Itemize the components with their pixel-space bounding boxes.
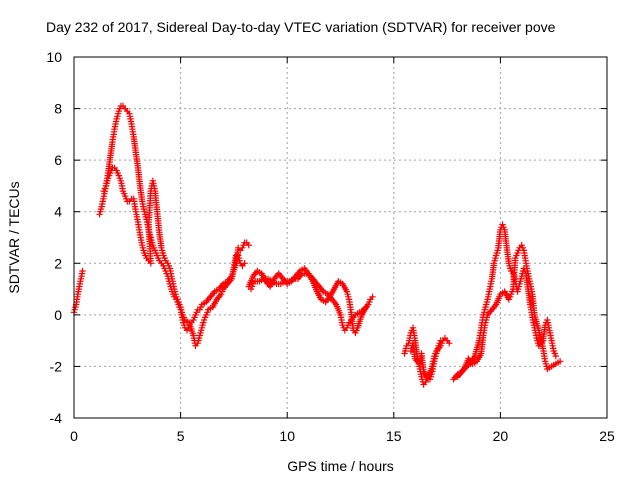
y-axis-label: SDTVAR / TECUs (6, 181, 22, 293)
series-segment-g (407, 334, 453, 383)
series-markers (407, 334, 453, 383)
x-tick-label: 20 (493, 428, 509, 444)
y-tick-label: 2 (54, 255, 62, 271)
x-axis-label: GPS time / hours (287, 458, 394, 474)
y-tick-label: -2 (50, 358, 63, 374)
series-segment-a (70, 267, 86, 316)
series-segment-e (245, 265, 370, 337)
x-tick-label: 10 (279, 428, 295, 444)
y-tick-label: 10 (46, 49, 62, 65)
y-tick-label: 6 (54, 152, 62, 168)
plot-series (70, 102, 564, 388)
x-tick-label: 0 (70, 428, 78, 444)
x-tick-label: 15 (386, 428, 402, 444)
chart-title: Day 232 of 2017, Sidereal Day-to-day VTE… (46, 19, 556, 35)
x-tick-label: 25 (599, 428, 615, 444)
y-tick-label: -4 (50, 410, 63, 426)
y-tick-label: 4 (54, 204, 62, 220)
series-segment-i (454, 242, 564, 380)
series-markers (70, 267, 86, 316)
series-markers (245, 265, 370, 337)
series-segment-c (100, 164, 248, 349)
y-tick-label: 8 (54, 101, 62, 117)
series-markers (100, 164, 248, 349)
x-tick-label: 5 (177, 428, 185, 444)
axis-ticks: 0 5 10 15 20 25 -4 -2 0 2 4 6 8 10 (46, 49, 615, 444)
series-markers (454, 242, 564, 380)
y-tick-label: 0 (54, 307, 62, 323)
plot-frame (73, 56, 608, 419)
